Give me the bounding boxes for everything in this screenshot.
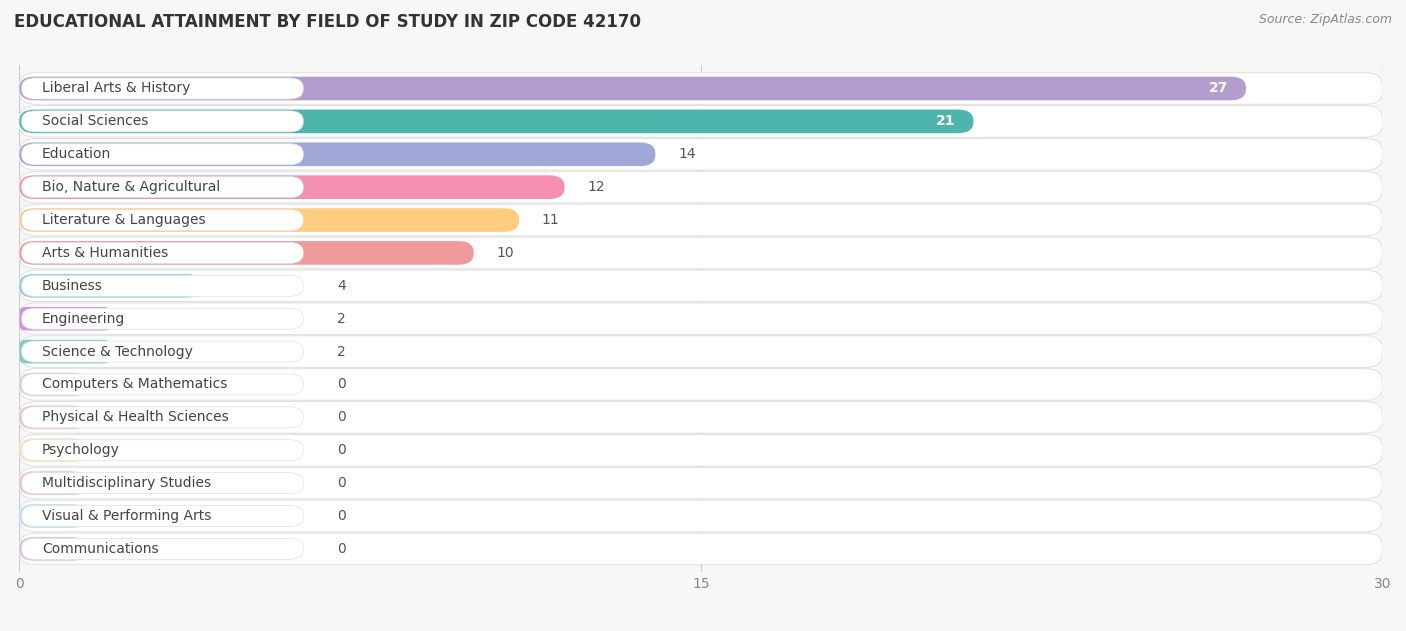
Text: Physical & Health Sciences: Physical & Health Sciences — [42, 410, 229, 424]
FancyBboxPatch shape — [20, 336, 1382, 367]
Text: 0: 0 — [337, 443, 346, 457]
FancyBboxPatch shape — [20, 369, 1382, 400]
Text: Computers & Mathematics: Computers & Mathematics — [42, 377, 228, 391]
Text: 27: 27 — [1208, 81, 1227, 95]
Text: 2: 2 — [337, 345, 346, 358]
FancyBboxPatch shape — [20, 468, 1382, 499]
Text: 10: 10 — [496, 246, 515, 260]
FancyBboxPatch shape — [20, 533, 1382, 565]
Text: 0: 0 — [337, 377, 346, 391]
FancyBboxPatch shape — [21, 242, 304, 264]
FancyBboxPatch shape — [21, 505, 304, 526]
Text: Multidisciplinary Studies: Multidisciplinary Studies — [42, 476, 211, 490]
FancyBboxPatch shape — [20, 307, 110, 331]
FancyBboxPatch shape — [20, 537, 87, 561]
FancyBboxPatch shape — [21, 538, 304, 560]
Text: Literature & Languages: Literature & Languages — [42, 213, 205, 227]
FancyBboxPatch shape — [20, 237, 1382, 269]
Text: Liberal Arts & History: Liberal Arts & History — [42, 81, 190, 95]
Text: Business: Business — [42, 279, 103, 293]
FancyBboxPatch shape — [20, 373, 87, 396]
FancyBboxPatch shape — [20, 110, 973, 133]
FancyBboxPatch shape — [20, 73, 1382, 104]
FancyBboxPatch shape — [20, 274, 201, 298]
Text: 21: 21 — [936, 114, 955, 128]
Text: Science & Technology: Science & Technology — [42, 345, 193, 358]
Text: EDUCATIONAL ATTAINMENT BY FIELD OF STUDY IN ZIP CODE 42170: EDUCATIONAL ATTAINMENT BY FIELD OF STUDY… — [14, 13, 641, 31]
Text: Psychology: Psychology — [42, 443, 120, 457]
FancyBboxPatch shape — [21, 275, 304, 297]
Text: Visual & Performing Arts: Visual & Performing Arts — [42, 509, 211, 523]
Text: 0: 0 — [337, 542, 346, 556]
Text: Social Sciences: Social Sciences — [42, 114, 149, 128]
FancyBboxPatch shape — [21, 407, 304, 428]
FancyBboxPatch shape — [20, 143, 655, 166]
FancyBboxPatch shape — [20, 138, 1382, 170]
Text: Arts & Humanities: Arts & Humanities — [42, 246, 169, 260]
Text: Bio, Nature & Agricultural: Bio, Nature & Agricultural — [42, 180, 221, 194]
FancyBboxPatch shape — [20, 434, 1382, 466]
FancyBboxPatch shape — [21, 177, 304, 198]
FancyBboxPatch shape — [20, 439, 87, 462]
FancyBboxPatch shape — [20, 172, 1382, 203]
Text: 12: 12 — [588, 180, 605, 194]
Text: Engineering: Engineering — [42, 312, 125, 326]
FancyBboxPatch shape — [20, 76, 1246, 100]
FancyBboxPatch shape — [20, 406, 87, 429]
FancyBboxPatch shape — [21, 308, 304, 329]
FancyBboxPatch shape — [20, 504, 87, 528]
FancyBboxPatch shape — [21, 440, 304, 461]
FancyBboxPatch shape — [21, 341, 304, 362]
FancyBboxPatch shape — [21, 144, 304, 165]
FancyBboxPatch shape — [20, 339, 110, 363]
FancyBboxPatch shape — [21, 473, 304, 493]
Text: 0: 0 — [337, 410, 346, 424]
FancyBboxPatch shape — [21, 78, 304, 99]
FancyBboxPatch shape — [20, 105, 1382, 137]
FancyBboxPatch shape — [20, 270, 1382, 302]
FancyBboxPatch shape — [20, 241, 474, 265]
FancyBboxPatch shape — [20, 175, 565, 199]
FancyBboxPatch shape — [21, 111, 304, 132]
FancyBboxPatch shape — [20, 500, 1382, 532]
Text: 0: 0 — [337, 476, 346, 490]
FancyBboxPatch shape — [20, 401, 1382, 433]
Text: 14: 14 — [678, 147, 696, 162]
Text: Education: Education — [42, 147, 111, 162]
FancyBboxPatch shape — [21, 209, 304, 230]
FancyBboxPatch shape — [20, 303, 1382, 334]
Text: Communications: Communications — [42, 542, 159, 556]
Text: 0: 0 — [337, 509, 346, 523]
FancyBboxPatch shape — [21, 374, 304, 395]
FancyBboxPatch shape — [20, 471, 87, 495]
Text: 4: 4 — [337, 279, 346, 293]
FancyBboxPatch shape — [20, 208, 519, 232]
FancyBboxPatch shape — [20, 204, 1382, 236]
Text: Source: ZipAtlas.com: Source: ZipAtlas.com — [1258, 13, 1392, 26]
Text: 11: 11 — [541, 213, 560, 227]
Text: 2: 2 — [337, 312, 346, 326]
